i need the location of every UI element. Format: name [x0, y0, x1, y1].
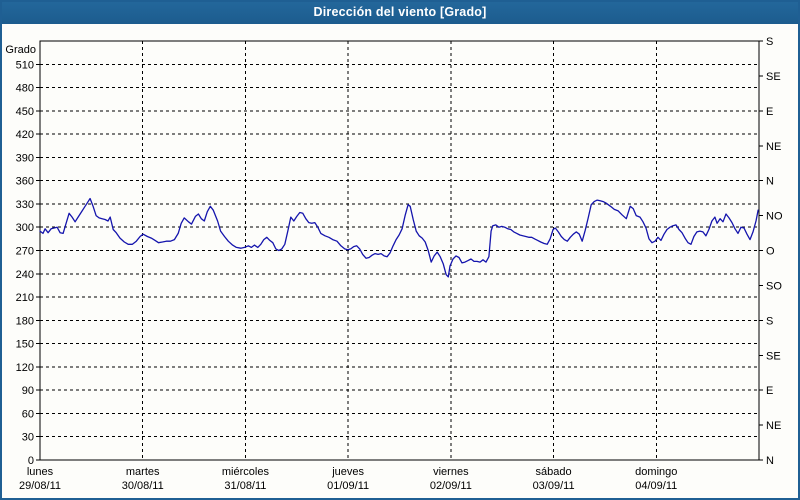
- y-axis-tick-label: 30: [22, 432, 34, 444]
- compass-tick-label: NE: [766, 420, 781, 432]
- compass-tick-label: E: [766, 106, 773, 118]
- y-axis-tick-label: 300: [16, 222, 34, 234]
- y-axis-title: Grado: [5, 44, 36, 56]
- x-day-label: martes: [126, 466, 160, 478]
- x-day-label: domingo: [635, 466, 677, 478]
- x-date-label: 04/09/11: [635, 480, 677, 492]
- y-axis-tick-label: 0: [28, 455, 34, 467]
- compass-tick-label: SO: [766, 280, 782, 292]
- compass-tick-label: SE: [766, 71, 781, 83]
- compass-tick-label: S: [766, 315, 773, 327]
- x-date-label: 01/09/11: [327, 480, 369, 492]
- compass-tick-label: O: [766, 246, 775, 258]
- x-date-label: 03/09/11: [533, 480, 575, 492]
- wind-direction-chart: 0 30 60 90 120 150 180 210 240 270 300 330 360 390 420…: [5, 36, 783, 492]
- compass-tick-label: N: [766, 455, 774, 467]
- x-date-label: 02/09/11: [430, 480, 472, 492]
- x-day-label: viernes: [433, 466, 469, 478]
- y-axis-tick-label: 450: [16, 106, 34, 118]
- y-axis-tick-label: 210: [16, 292, 34, 304]
- compass-tick-label: SE: [766, 350, 781, 362]
- y-axis-tick-label: 270: [16, 246, 34, 258]
- plot-border: [39, 40, 760, 461]
- chart-area: 0 30 60 90 120 150 180 210 240 270 300 330 360 390 420…: [2, 24, 798, 498]
- y-axis-tick-label: 90: [22, 385, 34, 397]
- x-date-label: 31/08/11: [224, 480, 266, 492]
- y-axis-tick-label: 420: [16, 129, 34, 141]
- compass-tick-label: NO: [766, 211, 783, 223]
- window-title-bar: Dirección del viento [Grado]: [2, 2, 798, 24]
- wind-direction-line: [39, 197, 759, 278]
- x-day-label: miércoles: [222, 466, 270, 478]
- y-axis-tick-label: 360: [16, 176, 34, 188]
- compass-tick-label: N: [766, 176, 774, 188]
- compass-tick-label: S: [766, 36, 773, 48]
- y-axis-tick-label: 180: [16, 315, 34, 327]
- y-axis-tick-label: 120: [16, 362, 34, 374]
- y-axis-tick-label: 390: [16, 152, 34, 164]
- x-date-label: 29/08/11: [19, 480, 61, 492]
- x-date-label: 30/08/11: [122, 480, 164, 492]
- x-day-label: jueves: [331, 466, 364, 478]
- y-axis-tick-label: 60: [22, 408, 34, 420]
- y-axis-tick-label: 330: [16, 199, 34, 211]
- y-axis-tick-label: 510: [16, 59, 34, 71]
- x-day-label: lunes: [27, 466, 54, 478]
- compass-tick-label: NE: [766, 141, 781, 153]
- y-axis-tick-label: 240: [16, 269, 34, 281]
- compass-tick-label: E: [766, 385, 773, 397]
- y-axis-tick-label: 150: [16, 339, 34, 351]
- x-day-label: sábado: [536, 466, 572, 478]
- chart-title: Dirección del viento [Grado]: [313, 5, 487, 19]
- y-axis-tick-label: 480: [16, 83, 34, 95]
